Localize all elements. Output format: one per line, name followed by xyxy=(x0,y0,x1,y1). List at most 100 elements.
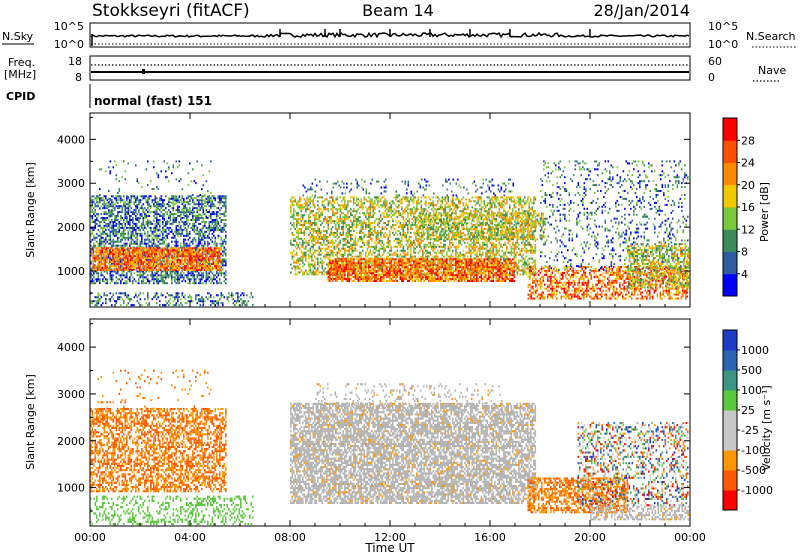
range-gate-cell xyxy=(210,257,212,259)
range-gate-cell xyxy=(225,199,227,201)
range-gate-cell xyxy=(176,225,178,227)
range-gate-cell xyxy=(153,296,155,298)
range-gate-cell xyxy=(143,219,145,221)
range-gate-cell xyxy=(167,176,169,178)
range-gate-cell xyxy=(158,241,160,243)
range-gate-cell xyxy=(379,222,381,224)
range-gate-cell xyxy=(192,261,194,263)
range-gate-cell xyxy=(104,217,106,219)
nsky-label: N.Sky xyxy=(2,30,34,43)
range-gate-cell xyxy=(379,220,381,222)
range-gate-cell xyxy=(126,213,128,215)
range-gate-cell xyxy=(343,222,345,224)
range-gate-cell xyxy=(224,247,226,249)
range-gate-cell xyxy=(313,244,315,246)
range-gate-cell xyxy=(106,269,108,271)
range-gate-cell xyxy=(153,249,155,251)
range-gate-cell xyxy=(326,273,328,275)
range-gate-cell xyxy=(151,251,153,253)
range-gate-cell xyxy=(188,211,190,213)
range-gate-cell xyxy=(152,245,154,247)
range-gate-cell xyxy=(355,202,357,204)
range-gate-cell xyxy=(311,224,313,226)
range-gate-cell xyxy=(101,245,103,247)
range-gate-cell xyxy=(298,266,300,268)
range-gate-cell xyxy=(170,219,172,221)
range-gate-cell xyxy=(221,239,223,241)
range-gate-cell xyxy=(200,282,202,284)
range-gate-cell xyxy=(168,215,170,217)
range-gate-cell xyxy=(367,208,369,210)
range-gate-cell xyxy=(99,265,101,267)
range-gate-cell xyxy=(382,232,384,234)
range-gate-cell xyxy=(376,218,378,220)
range-gate-cell xyxy=(125,223,127,225)
range-gate-cell xyxy=(301,244,303,246)
range-gate-cell xyxy=(394,252,396,254)
range-gate-cell xyxy=(152,276,154,278)
range-gate-cell xyxy=(114,221,116,223)
range-gate-cell xyxy=(177,253,179,255)
range-gate-cell xyxy=(167,274,169,276)
range-gate-cell xyxy=(320,262,322,264)
range-gate-cell xyxy=(397,230,399,232)
range-gate-cell xyxy=(105,223,107,225)
range-gate-cell xyxy=(189,237,191,239)
range-gate-cell xyxy=(99,221,101,223)
range-gate-cell xyxy=(191,227,193,229)
range-gate-cell xyxy=(197,302,199,304)
range-gate-cell xyxy=(216,255,218,257)
range-gate-cell xyxy=(176,219,178,221)
range-gate-cell xyxy=(147,263,149,265)
range-gate-cell xyxy=(362,212,364,214)
range-gate-cell xyxy=(125,276,127,278)
range-gate-cell xyxy=(225,261,227,263)
range-gate-cell xyxy=(104,241,106,243)
range-gate-cell xyxy=(182,217,184,219)
range-gate-cell xyxy=(362,202,364,204)
range-gate-cell xyxy=(329,234,331,236)
range-gate-cell xyxy=(307,198,309,200)
range-gate-cell xyxy=(137,300,139,302)
range-gate-cell xyxy=(295,270,297,272)
range-gate-cell xyxy=(198,205,200,207)
range-gate-cell xyxy=(175,249,177,251)
range-gate-cell xyxy=(319,254,321,256)
range-gate-cell xyxy=(295,246,297,248)
range-gate-cell xyxy=(350,220,352,222)
range-gate-cell xyxy=(380,216,382,218)
range-gate-cell xyxy=(168,276,170,278)
range-gate-cell xyxy=(203,199,205,201)
range-gate-cell xyxy=(138,229,140,231)
range-gate-cell xyxy=(149,239,151,241)
range-gate-cell xyxy=(131,227,133,229)
range-gate-cell xyxy=(401,216,403,218)
range-gate-cell xyxy=(305,256,307,258)
range-gate-cell xyxy=(160,267,162,269)
range-gate-cell xyxy=(212,221,214,223)
range-gate-cell xyxy=(361,236,363,238)
range-gate-cell xyxy=(179,227,181,229)
range-gate-cell xyxy=(398,220,400,222)
range-gate-cell xyxy=(166,251,168,253)
range-gate-cell xyxy=(365,228,367,230)
range-gate-cell xyxy=(152,188,154,190)
range-gate-cell xyxy=(225,223,227,225)
range-gate-cell xyxy=(132,282,134,284)
range-gate-cell xyxy=(308,242,310,244)
range-gate-cell xyxy=(162,257,164,259)
range-gate-cell xyxy=(325,256,327,258)
range-gate-cell xyxy=(210,300,212,302)
range-gate-cell xyxy=(298,220,300,222)
range-gate-cell xyxy=(179,223,181,225)
range-gate-cell xyxy=(347,228,349,230)
range-gate-cell xyxy=(198,253,200,255)
range-gate-cell xyxy=(93,213,95,215)
range-gate-cell xyxy=(150,227,152,229)
range-gate-cell xyxy=(329,216,331,218)
range-gate-cell xyxy=(145,251,147,253)
range-gate-cell xyxy=(93,261,95,263)
range-gate-cell xyxy=(139,265,141,267)
range-gate-cell xyxy=(308,262,310,264)
range-gate-cell xyxy=(105,207,107,209)
